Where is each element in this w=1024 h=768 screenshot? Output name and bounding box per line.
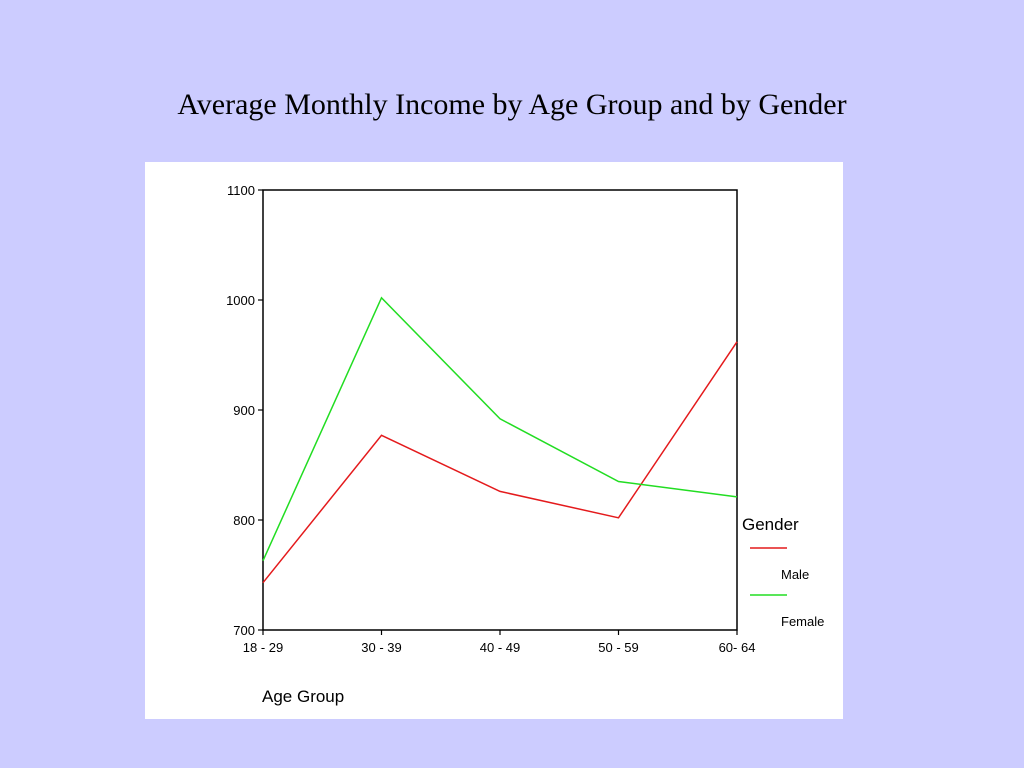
y-tick-label: 1100: [227, 183, 255, 198]
y-tick-label: 1000: [226, 293, 255, 308]
x-axis-title: Age Group: [262, 687, 344, 706]
y-tick-label: 700: [233, 623, 255, 638]
legend-label-male: Male: [781, 567, 809, 582]
slide-title: Average Monthly Income by Age Group and …: [177, 88, 847, 121]
line-chart: 700 800 900 1000 1100 18 - 29 30 - 39 40 - 49 5…: [226, 183, 824, 706]
legend-label-female: Female: [781, 614, 824, 629]
legend-title: Gender: [742, 515, 799, 534]
plot-frame: [262, 189, 738, 631]
x-tick-label: 18 - 29: [243, 640, 283, 655]
x-tick-label: 50 - 59: [598, 640, 638, 655]
x-tick-label: 30 - 39: [361, 640, 401, 655]
chart-panel: 700 800 900 1000 1100 18 - 29 30 - 39 40 - 49 5…: [145, 162, 843, 719]
series-line-male: [262, 341, 738, 584]
y-tick-label: 900: [233, 403, 255, 418]
series-line-female: [262, 296, 738, 562]
x-tick-label: 60- 64: [719, 640, 756, 655]
y-tick-label: 800: [233, 513, 255, 528]
x-tick-label: 40 - 49: [480, 640, 520, 655]
